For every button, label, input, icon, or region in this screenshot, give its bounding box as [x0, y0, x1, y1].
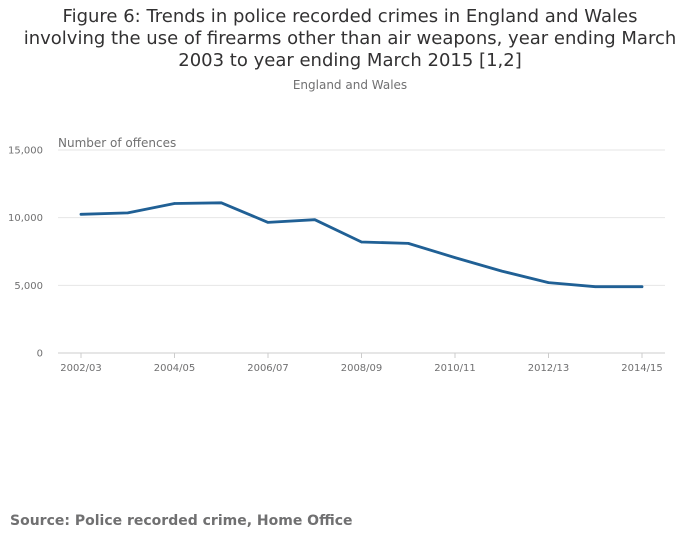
data-point[interactable] [547, 281, 550, 284]
data-point[interactable] [266, 221, 270, 224]
grid-lines [58, 149, 665, 286]
x-tick-label: 2014/15 [621, 363, 663, 374]
x-tick-label: 2006/07 [247, 363, 289, 374]
x-tick-label: 2008/09 [341, 363, 383, 374]
data-point[interactable] [407, 242, 410, 245]
y-tick-label: 10,000 [8, 213, 43, 224]
data-point[interactable] [360, 240, 363, 244]
data-point[interactable] [313, 218, 316, 221]
x-tick-label: 2002/03 [60, 363, 102, 374]
series-line [79, 201, 644, 289]
data-point[interactable] [126, 211, 129, 215]
series [79, 201, 644, 289]
line-chart: 0 5,000 10,000 15,000 2002/03 2004/05 2006/07 2… [8, 136, 665, 374]
x-tick-label: 2010/11 [434, 363, 476, 374]
axes: 0 5,000 10,000 15,000 2002/03 2004/05 2006/07 2… [8, 146, 665, 374]
x-tick-label: 2012/13 [528, 363, 570, 374]
data-point[interactable] [453, 256, 457, 259]
y-tick-label: 15,000 [8, 146, 43, 157]
data-point[interactable] [594, 285, 597, 288]
y-tick-label: 5,000 [14, 281, 43, 292]
data-point[interactable] [79, 213, 83, 216]
y-axis-label: Number of offences [58, 136, 176, 150]
y-tick-label: 0 [37, 349, 43, 360]
data-point[interactable] [173, 202, 176, 205]
data-point[interactable] [220, 201, 223, 204]
chart-subtitle: England and Wales [292, 78, 408, 92]
data-point[interactable] [500, 269, 503, 273]
data-point[interactable] [640, 285, 644, 288]
source-note: Source: Police recorded crime, Home Offi… [10, 513, 353, 529]
chart-title: Figure 6: Trends in police recorded crim… [23, 6, 677, 71]
x-tick-label: 2004/05 [154, 363, 196, 374]
